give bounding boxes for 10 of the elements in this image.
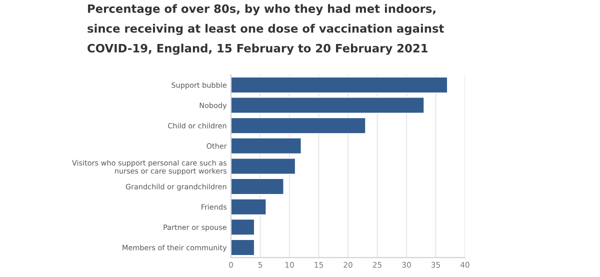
bar (231, 198, 267, 216)
bar (231, 138, 302, 154)
bar (231, 76, 448, 94)
bar (231, 239, 255, 256)
bar (231, 117, 366, 134)
bar (231, 178, 284, 195)
chart-title: Percentage of over 80s, by who they had met indoors, since receiving at least one dose of vaccination against COVID-19, England, 15 February to 20 February 2021 (88, 4, 444, 55)
bar (231, 218, 255, 236)
bar (231, 158, 296, 175)
bar (231, 96, 424, 114)
